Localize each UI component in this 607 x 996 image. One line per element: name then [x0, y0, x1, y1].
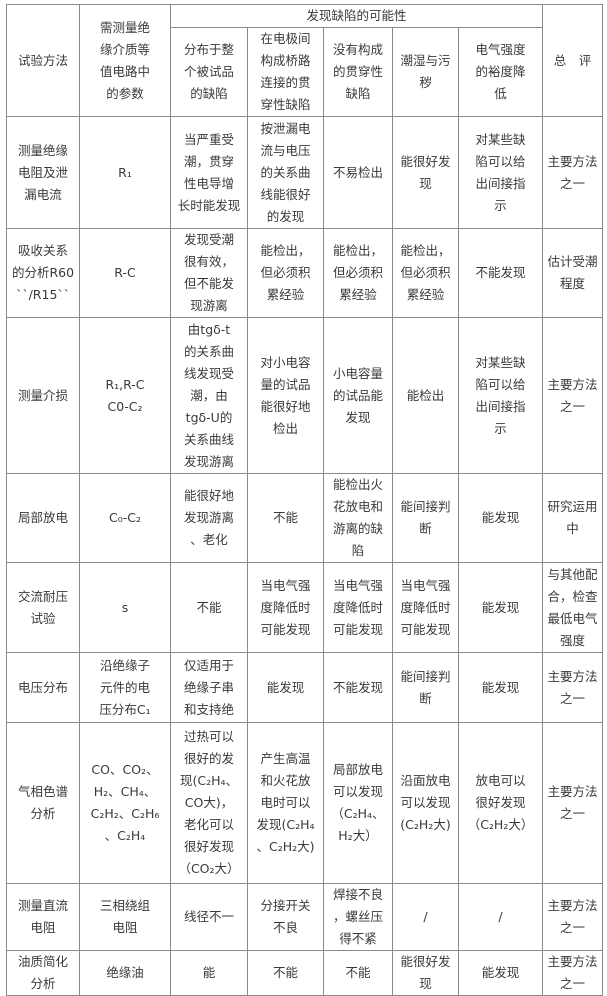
- header-distributed-defect: 分布于整 个被试品 的缺陷: [170, 27, 248, 117]
- detection-cell: 焊接不良 ，螺丝压 得不紧: [323, 883, 393, 951]
- summary-cell: 主要方法 之一: [542, 652, 604, 723]
- parameter-cell: R₁,R-C C0-C₂: [79, 317, 171, 474]
- detection-cell: 不能: [247, 473, 324, 563]
- detection-cell: 分接开关 不良: [247, 883, 324, 951]
- parameter-cell: 沿绝缘子 元件的电 压分布C₁: [79, 652, 171, 723]
- detection-cell: /: [457, 883, 544, 951]
- parameter-cell: R₁: [79, 116, 171, 229]
- table-row: 交流耐压 试验 s 不能 当电气强 度降低时 可能发现 当电气强 度降低时 可能发现 当电…: [6, 562, 604, 653]
- table-row: 测量介损 R₁,R-C C0-C₂ 由tgδ-t 的关系曲 线发现受 潮，由 tgδ…: [6, 317, 604, 474]
- detection-cell: 由tgδ-t 的关系曲 线发现受 潮，由 tgδ-U的 关系曲线 发现游离: [170, 317, 248, 474]
- parameter-cell: R-C: [79, 228, 171, 318]
- detection-cell: 不能发现: [457, 228, 544, 318]
- table-row: 气相色谱 分析 CO、CO₂、 H₂、CH₄、 C₂H₂、C₂H₆ 、C₂H₄ 过热…: [6, 722, 604, 884]
- parameter-cell: 三相绕组 电阻: [79, 883, 171, 951]
- table-row: 测量直流 电阻 三相绕组 电阻 线径不一 分接开关 不良 焊接不良 ，螺丝压 得不紧 / /…: [6, 883, 604, 951]
- detection-cell: 不易检出: [323, 116, 393, 229]
- detection-cell: 能很好地 发现游离 、老化: [170, 473, 248, 563]
- method-cell: 电压分布: [6, 652, 80, 723]
- detection-cell: 按泄漏电 流与电压 的关系曲 线能很好 的发现: [247, 116, 324, 229]
- method-cell: 油质简化 分析: [6, 950, 80, 996]
- table-row: 吸收关系 的分析R60 ``/R15`` R-C 发现受潮 很有效， 但不能发 现游…: [6, 228, 604, 318]
- summary-cell: 估计受潮 程度: [542, 228, 604, 318]
- detection-cell: 局部放电 可以发现 （C₂H₄、 H₂大）: [323, 722, 393, 884]
- detection-cell: 不能发现: [323, 652, 393, 723]
- summary-cell: 与其他配 合，检查 最低电气 强度: [542, 562, 604, 653]
- detection-cell: 放电可以 很好发现 （C₂H₂大）: [457, 722, 544, 884]
- table-row: 局部放电 C₀-C₂ 能很好地 发现游离 、老化 不能 能检出火 花放电和 游离的缺 陷…: [6, 473, 604, 563]
- header-non-penetrating-defect: 没有构成 的贯穿性 缺陷: [323, 27, 393, 117]
- detection-cell: 不能: [170, 562, 248, 653]
- method-cell: 测量直流 电阻: [6, 883, 80, 951]
- detection-cell: 能检出， 但必须积 累经验: [247, 228, 324, 318]
- parameter-cell: CO、CO₂、 H₂、CH₄、 C₂H₂、C₂H₆ 、C₂H₄: [79, 722, 171, 884]
- detection-cell: 仅适用于 绝缘子串 和支持绝: [170, 652, 248, 723]
- parameter-cell: s: [79, 562, 171, 653]
- header-parameters: 需测量绝 缘介质等 值电路中 的参数: [79, 4, 171, 117]
- detection-cell: 能检出火 花放电和 游离的缺 陷: [323, 473, 393, 563]
- detection-cell: 产生高温 和火花放 电时可以 发现(C₂H₄ 、C₂H₂大): [247, 722, 324, 884]
- summary-cell: 主要方法 之一: [542, 722, 604, 884]
- detection-cell: 对某些缺 陷可以给 出间接指 示: [457, 116, 544, 229]
- detection-cell: 能间接判 断: [392, 652, 459, 723]
- detection-cell: 当严重受 潮，贯穿 性电导增 长时能发现: [170, 116, 248, 229]
- method-cell: 气相色谱 分析: [6, 722, 80, 884]
- detection-cell: 能发现: [247, 652, 324, 723]
- method-cell: 局部放电: [6, 473, 80, 563]
- summary-cell: 主要方法 之一: [542, 116, 604, 229]
- detection-cell: 发现受潮 很有效， 但不能发 现游离: [170, 228, 248, 318]
- header-strength-margin: 电气强度 的裕度降 低: [457, 27, 544, 117]
- detection-cell: /: [392, 883, 459, 951]
- detection-cell: 不能: [247, 950, 324, 996]
- detection-cell: 能检出， 但必须积 累经验: [392, 228, 459, 318]
- header-test-method: 试验方法: [6, 4, 80, 117]
- summary-cell: 主要方法 之一: [542, 950, 604, 996]
- detection-cell: 不能: [323, 950, 393, 996]
- detection-cell: 当电气强 度降低时 可能发现: [392, 562, 459, 653]
- table-row: 测量绝缘 电阻及泄 漏电流 R₁ 当严重受 潮，贯穿 性电导增 长时能发现 按泄漏电 …: [6, 116, 604, 229]
- summary-cell: 主要方法 之一: [542, 883, 604, 951]
- detection-cell: 能检出， 但必须积 累经验: [323, 228, 393, 318]
- detection-cell: 能发现: [457, 473, 544, 563]
- detection-cell: 线径不一: [170, 883, 248, 951]
- method-cell: 测量绝缘 电阻及泄 漏电流: [6, 116, 80, 229]
- detection-cell: 能检出: [392, 317, 459, 474]
- detection-cell: 能很好发 现: [392, 116, 459, 229]
- detection-cell: 沿面放电 可以发现 (C₂H₂大): [392, 722, 459, 884]
- header-moisture-contamination: 潮湿与污 秽: [392, 27, 459, 117]
- header-bridging-defect: 在电极间 构成桥路 连接的贯 穿性缺陷: [247, 27, 324, 117]
- parameter-cell: C₀-C₂: [79, 473, 171, 563]
- summary-cell: 研究运用 中: [542, 473, 604, 563]
- detection-cell: 对小电容 量的试品 能很好地 检出: [247, 317, 324, 474]
- defect-detection-table: 试验方法 需测量绝 缘介质等 值电路中 的参数 发现缺陷的可能性 总 评 分布于…: [6, 4, 604, 996]
- detection-cell: 能发现: [457, 562, 544, 653]
- parameter-cell: 绝缘油: [79, 950, 171, 996]
- detection-cell: 对某些缺 陷可以给 出间接指 示: [457, 317, 544, 474]
- detection-cell: 过热可以 很好的发 现(C₂H₄、 CO大)， 老化可以 很好发现 （CO₂大）: [170, 722, 248, 884]
- method-cell: 吸收关系 的分析R60 ``/R15``: [6, 228, 80, 318]
- table-row: 油质简化 分析 绝缘油能不能 不能 能很好发 现能发现 主要方法 之一: [6, 950, 604, 996]
- summary-cell: 主要方法 之一: [542, 317, 604, 474]
- detection-cell: 小电容量 的试品能 发现: [323, 317, 393, 474]
- detection-cell: 能: [170, 950, 248, 996]
- detection-cell: 当电气强 度降低时 可能发现: [247, 562, 324, 653]
- detection-cell: 能发现: [457, 652, 544, 723]
- header-summary: 总 评: [542, 4, 604, 117]
- detection-cell: 能很好发 现: [392, 950, 459, 996]
- method-cell: 测量介损: [6, 317, 80, 474]
- detection-cell: 能间接判 断: [392, 473, 459, 563]
- method-cell: 交流耐压 试验: [6, 562, 80, 653]
- detection-cell: 当电气强 度降低时 可能发现: [323, 562, 393, 653]
- detection-cell: 能发现: [457, 950, 544, 996]
- table-row: 电压分布 沿绝缘子 元件的电 压分布C₁ 仅适用于 绝缘子串 和支持绝 能发现 不能发现…: [6, 652, 604, 723]
- header-defect-possibility: 发现缺陷的可能性: [169, 4, 544, 28]
